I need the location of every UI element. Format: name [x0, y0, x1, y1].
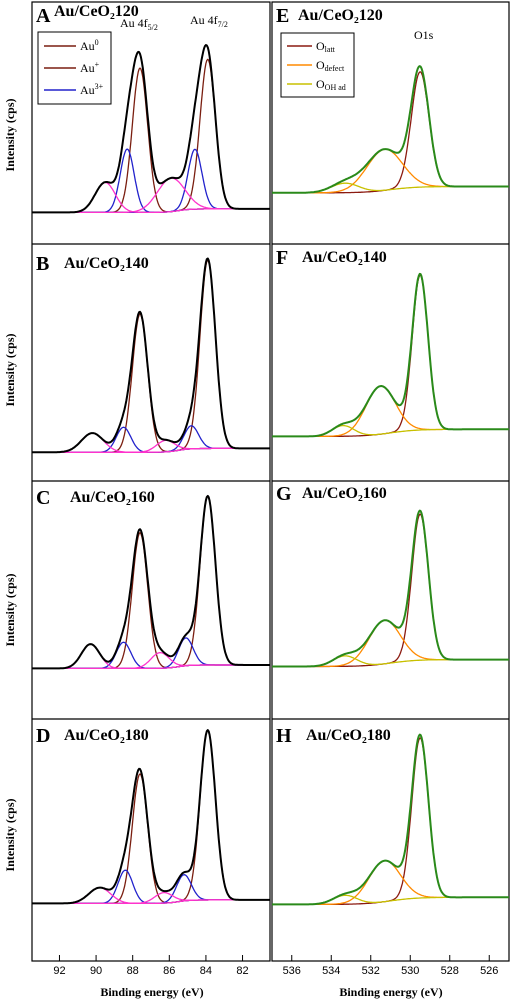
panel-letter-a: A	[36, 5, 51, 27]
panel-titles: A Au/CeO₂120 B Au/CeO₂140 C Au/CeO₂160 D…	[36, 3, 391, 747]
envelope-au	[31, 44, 271, 214]
legend-ooh-label: OOH ad	[316, 77, 346, 92]
legend-auplus-label: Au+	[80, 60, 100, 75]
panel-letter-h: H	[276, 725, 292, 747]
panel-e-plot	[271, 65, 510, 194]
component-au0-1	[32, 259, 270, 453]
panel-title-a: Au/CeO₂120	[54, 3, 139, 20]
y-axis-label-d: Intensity (cps)	[3, 798, 17, 871]
panel-a-plot	[31, 44, 271, 214]
annotation-au4f52: Au 4f5/2	[120, 16, 158, 32]
legend-au0-label: Au0	[80, 38, 99, 53]
x-tick-label: 532	[362, 965, 380, 977]
y-axis-labels: Intensity (cps) Intensity (cps) Intensit…	[3, 98, 17, 871]
panel-d-plot	[31, 729, 271, 905]
component-o-oh-ad-2	[272, 424, 509, 438]
annotation-au4f72: Au 4f7/2	[190, 13, 228, 29]
legend-olatt-label: Olatt	[316, 39, 336, 54]
x-tick-label: 530	[401, 965, 419, 977]
annotation-o1s: O1s	[414, 28, 434, 42]
component-auplus-5	[32, 891, 270, 905]
panel-title-g: Au/CeO₂160	[302, 485, 387, 502]
y-axis-label-a: Intensity (cps)	[3, 98, 17, 171]
panel-title-f: Au/CeO₂140	[302, 249, 387, 266]
y-axis-label-c: Intensity (cps)	[3, 573, 17, 646]
panel-f-plot	[271, 272, 510, 438]
peak-annotations: Au 4f5/2 Au 4f7/2 O1s	[120, 13, 434, 42]
x-tick-label: 92	[53, 965, 65, 977]
component-o-latt-0	[272, 513, 509, 668]
panel-title-h: Au/CeO₂180	[306, 727, 391, 744]
right-x-axis-ticks: 536 534 532 530 528 526	[283, 955, 498, 977]
component-au0-0	[32, 313, 270, 453]
panel-letter-c: C	[36, 487, 50, 509]
panel-h-plot	[271, 733, 510, 906]
component-o-latt-0	[272, 274, 509, 438]
legend-odefect-label: Odefect	[316, 58, 345, 73]
component-au3plus-2	[32, 869, 270, 905]
panel-letter-g: G	[276, 483, 292, 505]
panel-letter-e: E	[276, 5, 289, 27]
x-tick-label: 526	[480, 965, 498, 977]
panel-g-plot	[271, 509, 510, 668]
panel-c-plot	[31, 494, 271, 670]
component-o-oh-ad-2	[272, 655, 509, 668]
component-au0-0	[32, 773, 270, 905]
x-tick-label: 82	[236, 965, 248, 977]
envelope-au	[31, 494, 271, 670]
panel-frames	[31, 1, 510, 962]
component-au0-1	[32, 495, 270, 670]
panel-title-e: Au/CeO₂120	[298, 7, 383, 24]
component-o-oh-ad-2	[272, 182, 509, 194]
envelope-o1s	[271, 733, 510, 906]
component-auplus-5	[32, 651, 270, 670]
x-tick-label: 88	[127, 965, 139, 977]
panel-letter-d: D	[36, 725, 50, 747]
x-tick-label: 90	[90, 965, 102, 977]
x-tick-label: 534	[322, 965, 340, 977]
envelope-au	[31, 729, 271, 905]
y-axis-label-b: Intensity (cps)	[3, 333, 17, 406]
envelope-o1s	[271, 509, 510, 668]
component-auplus-5	[32, 177, 270, 214]
panel-title-b: Au/CeO₂140	[64, 255, 149, 272]
component-auplus-4	[32, 887, 270, 905]
left-x-axis-label: Binding energy (eV)	[100, 985, 203, 999]
x-tick-label: 528	[441, 965, 459, 977]
legend-au3-label: Au3+	[80, 82, 104, 97]
component-o-latt-0	[272, 737, 509, 906]
legend-au: Au0 Au+ Au3+	[37, 31, 112, 105]
x-tick-label: 86	[163, 965, 175, 977]
x-tick-label: 536	[283, 965, 301, 977]
component-au0-0	[32, 532, 270, 670]
panel-letter-b: B	[36, 253, 49, 275]
envelope-o1s	[271, 272, 510, 438]
envelope-o1s	[271, 65, 510, 194]
panel-title-c: Au/CeO₂160	[70, 489, 155, 506]
envelope-au	[31, 257, 271, 454]
panel-letter-f: F	[276, 247, 288, 269]
component-au0-1	[32, 729, 270, 905]
legend-o: Olatt Odefect OOH ad	[280, 32, 355, 98]
right-x-axis-label: Binding energy (eV)	[339, 985, 442, 999]
panel-b-plot	[31, 257, 271, 454]
component-auplus-5	[32, 439, 270, 453]
left-x-axis-ticks: 92 90 88 86 84 82	[53, 955, 249, 977]
x-tick-label: 84	[200, 965, 212, 977]
panel-title-d: Au/CeO₂180	[64, 727, 149, 744]
spectra-curves	[31, 44, 510, 906]
